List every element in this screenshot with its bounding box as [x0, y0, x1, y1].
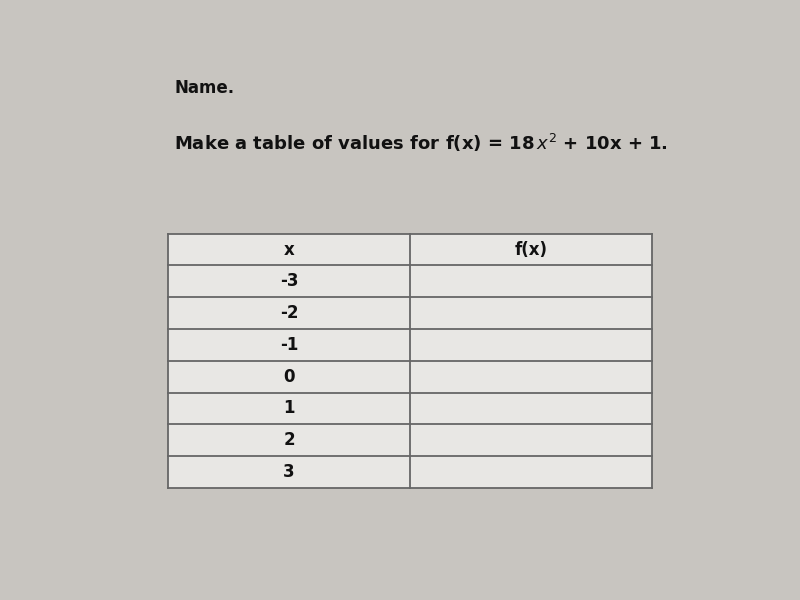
Text: -1: -1 — [280, 336, 298, 354]
Text: 0: 0 — [283, 368, 295, 386]
Text: 3: 3 — [283, 463, 295, 481]
Text: Name.: Name. — [174, 79, 234, 97]
Text: Make a table of values for f(x) = 18$\,\mathit{x}^2$ + 10x + 1.: Make a table of values for f(x) = 18$\,\… — [174, 132, 668, 154]
Text: x: x — [284, 241, 294, 259]
Text: f(x): f(x) — [514, 241, 547, 259]
Text: -3: -3 — [280, 272, 298, 290]
Text: 1: 1 — [283, 400, 295, 418]
Text: -2: -2 — [280, 304, 298, 322]
Text: 2: 2 — [283, 431, 295, 449]
